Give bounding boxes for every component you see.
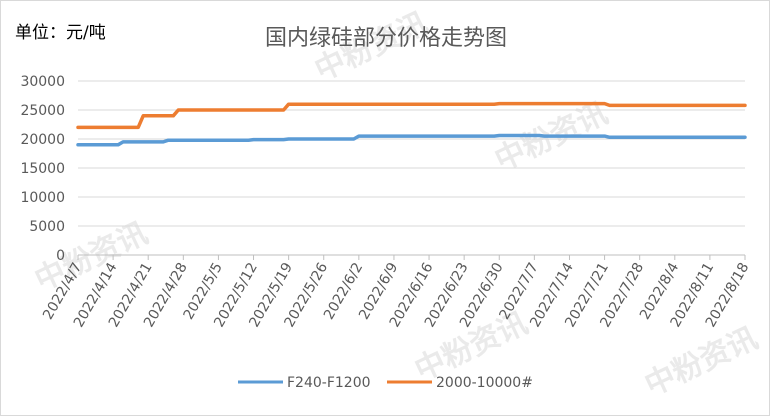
legend: F240-F1200 2000-10000#	[238, 375, 533, 391]
series-line-0	[76, 133, 747, 147]
legend-label-1: 2000-10000#	[436, 375, 533, 391]
watermark-5: 中粉资讯	[640, 321, 764, 403]
y-tick-label: 25000	[20, 103, 65, 119]
series-line-1	[76, 101, 747, 130]
gridlines	[78, 80, 745, 256]
watermarks: 中粉资讯 中粉资讯 中粉资讯 中粉资讯 中粉资讯	[30, 6, 764, 403]
y-tick-label: 30000	[20, 74, 65, 90]
y-tick-label: 0	[56, 248, 65, 264]
y-tick-label: 10000	[20, 190, 65, 206]
y-axis: 0 5000 10000 15000 20000 25000 30000	[20, 74, 65, 264]
y-tick-label: 20000	[20, 132, 65, 148]
y-tick-label: 5000	[29, 219, 65, 235]
series-group	[76, 101, 747, 147]
chart-title: 国内绿硅部分价格走势图	[265, 26, 507, 51]
legend-label-0: F240-F1200	[287, 375, 371, 391]
y-tick-label: 15000	[20, 161, 65, 177]
unit-label: 单位：元/吨	[15, 23, 106, 43]
x-axis: 2022/4/72022/4/142022/4/212022/4/282022/…	[40, 255, 752, 330]
